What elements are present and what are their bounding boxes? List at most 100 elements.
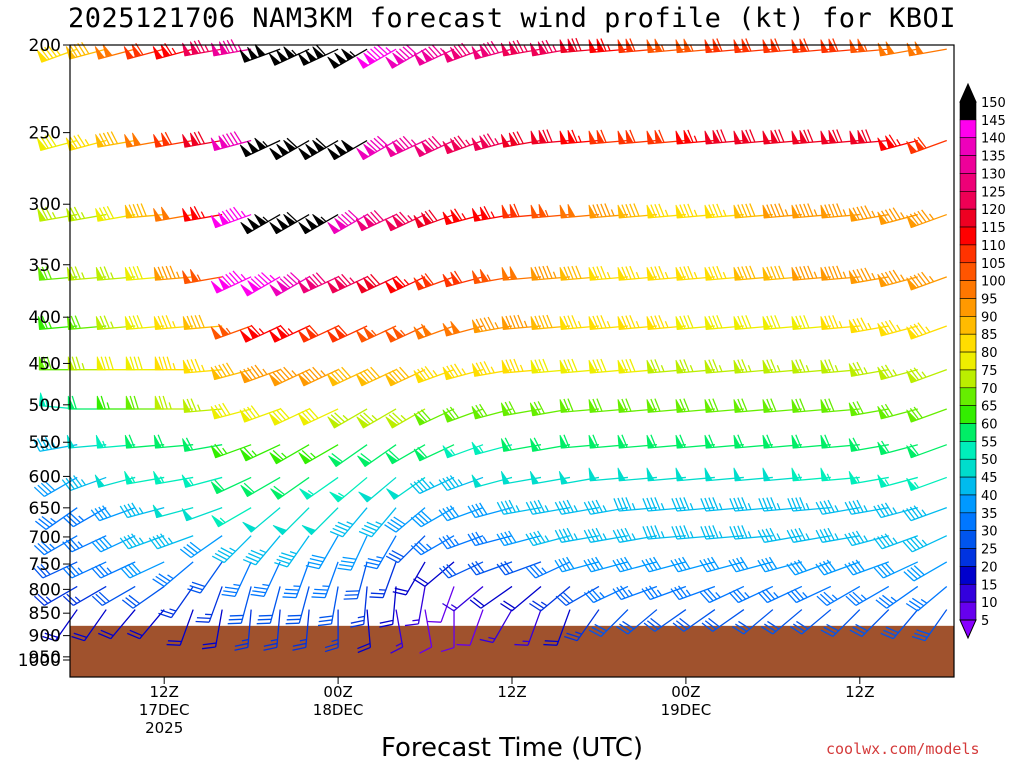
barb-full-feather [102,132,111,146]
y-tick-label: 500 [29,396,61,416]
barb-full-feather [892,269,901,282]
barb-half-feather [664,209,669,217]
wind-barb [588,609,629,638]
barb-full-feather [292,642,307,647]
barb-pennant [254,44,266,58]
barb-full-feather [94,508,104,520]
barb-shaft [453,585,484,612]
barb-full-feather [222,363,231,376]
barb-shaft [792,507,831,512]
barb-full-feather [787,498,794,512]
barb-full-feather [741,497,748,511]
wind-barb [787,497,831,512]
colorbar-label: 55 [981,435,998,450]
barb-full-feather [587,590,598,602]
barb-full-feather [438,567,450,579]
barb-full-feather [793,560,804,573]
barb-full-feather [503,600,516,609]
wind-barb [298,444,339,465]
wind-barb [36,134,78,151]
barb-full-feather [40,437,49,451]
barb-full-feather [745,265,752,280]
barb-half-feather [51,212,57,219]
barb-full-feather [757,529,765,543]
barb-pennant [849,39,858,53]
barb-full-feather [803,129,810,143]
wind-barb [317,586,339,627]
barb-pennant [239,409,251,423]
barb-half-feather [813,209,818,217]
barb-shaft [912,535,948,553]
barb-full-feather [312,592,327,595]
colorbar-swatch [959,494,977,514]
barb-shaft [600,609,629,637]
barb-half-feather [860,594,867,600]
barb-full-feather [826,559,836,572]
barb-full-feather [414,514,426,526]
barb-full-feather [774,265,781,280]
barb-full-feather [583,591,594,603]
wind-barb [500,131,542,148]
wind-barb [469,585,513,609]
barb-full-feather [337,324,348,336]
barb-full-feather [909,275,920,288]
colorbar-label: 100 [981,275,1006,290]
barb-full-feather [283,276,294,287]
wind-barb [410,535,455,556]
barb-full-feather [646,620,659,630]
barb-pennant [471,474,482,488]
barb-full-feather [250,365,260,378]
barb-pennant [312,139,325,153]
barb-full-feather [600,203,607,217]
barb-full-feather [542,265,549,280]
barb-shaft [382,561,397,598]
barb-full-feather [225,133,235,146]
barb-shaft [565,585,600,607]
barb-full-feather [770,359,777,373]
barb-pennant [124,434,133,449]
barb-full-feather [672,622,685,632]
wind-barb [588,315,628,330]
barb-full-feather [596,398,603,412]
barb-full-feather [226,39,234,53]
wind-barb [617,265,657,281]
barb-pennant [276,217,290,231]
barb-full-feather [500,602,513,612]
barb-pennant [567,204,576,218]
barb-full-feather [877,536,887,548]
barb-full-feather [38,518,50,528]
wind-barb [385,535,426,564]
barb-full-feather [395,213,406,225]
barb-full-feather [733,525,740,539]
barb-full-feather [99,266,106,280]
barb-full-feather [736,557,745,571]
wind-barb [211,535,252,564]
barb-full-feather [500,562,510,574]
colorbar-swatch [959,244,977,264]
barb-full-feather [646,525,653,539]
barb-full-feather [98,591,110,602]
barb-full-feather [803,265,810,280]
wind-barb [844,559,890,576]
barb-full-feather [917,136,927,149]
barb-full-feather [592,359,599,373]
barb-half-feather [240,210,247,218]
barb-full-feather [795,204,802,218]
barb-full-feather [737,315,744,329]
barb-full-feather [361,527,375,535]
barb-pennant [268,412,281,426]
barb-full-feather [621,204,628,218]
colorbar-swatch [959,119,977,139]
barb-pennant [384,329,397,343]
wind-barb [670,556,716,573]
barb-pennant [160,44,171,58]
barb-full-feather [852,207,860,221]
barb-full-feather [246,406,257,419]
barb-full-feather [158,356,164,370]
barb-pennant [675,434,684,449]
barb-full-feather [471,562,481,574]
y-tick-label: 650 [29,499,61,519]
barb-full-feather [708,266,715,280]
barb-pennant [625,129,634,144]
barb-full-feather [860,317,868,331]
